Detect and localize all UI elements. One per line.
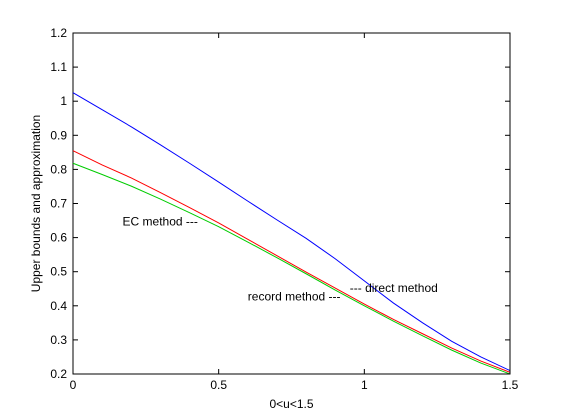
y-tick-label: 0.4: [50, 299, 67, 313]
axes-box: [72, 32, 511, 375]
ticks-layer: 0 0.5 1 1.5 0.2 0.3 0.4 0.5 0.6 0.7 0.8 0.9 1 1.1 1.2: [50, 26, 518, 392]
y-tick-label: 0.8: [50, 162, 67, 176]
series-layer: [72, 92, 511, 375]
y-tick-label: 1.2: [50, 26, 67, 40]
x-tick-label: 1.5: [502, 378, 519, 392]
x-tick-label: 0: [70, 378, 77, 392]
chart-annotation: --- direct method: [350, 281, 438, 295]
y-tick-label: 0.6: [50, 231, 67, 245]
series-line-red: [72, 150, 511, 373]
y-tick-label: 0.2: [50, 367, 67, 381]
series-line-blue: [72, 92, 511, 372]
y-tick-label: 1.1: [50, 60, 67, 74]
y-axis-label: Upper bounds and approximation: [29, 115, 43, 292]
annotation-layer: EC method --- --- direct method record met…: [123, 215, 438, 304]
x-axis-label: 0<u<1.5: [269, 397, 313, 411]
y-tick-label: 0.9: [50, 128, 67, 142]
y-tick-label: 1: [60, 94, 67, 108]
chart-annotation: record method ---: [248, 290, 341, 304]
plot-area: [72, 32, 511, 375]
x-tick-label: 0.5: [210, 378, 227, 392]
y-tick-label: 0.3: [50, 333, 67, 347]
y-tick-label: 0.7: [50, 197, 67, 211]
series-line-green: [72, 162, 511, 375]
chart-annotation: EC method ---: [123, 215, 198, 229]
y-tick-label: 0.5: [50, 265, 67, 279]
x-tick-label: 1: [361, 378, 368, 392]
